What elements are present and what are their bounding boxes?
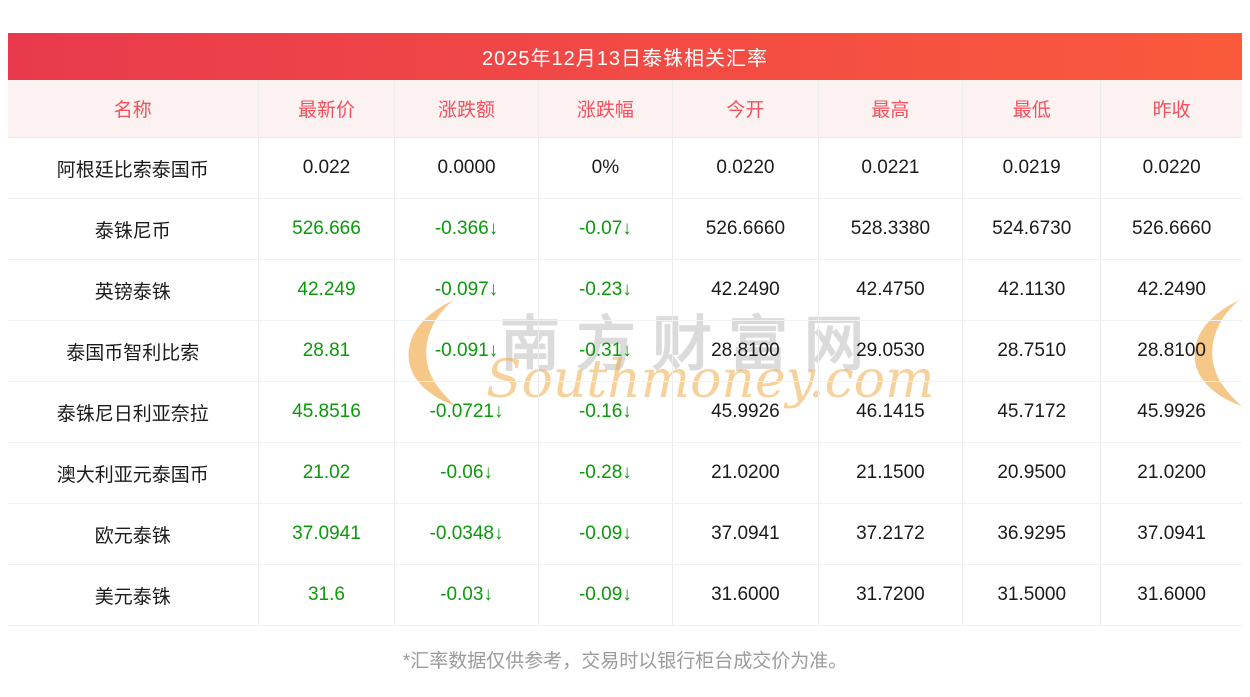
cell-open: 0.0220	[673, 138, 819, 198]
cell-change-pct: -0.23↓	[539, 260, 674, 320]
cell-high: 528.3380	[819, 199, 964, 259]
cell-name: 阿根廷比索泰国币	[8, 138, 259, 198]
cell-latest: 0.022	[259, 138, 396, 198]
cell-low: 28.7510	[963, 321, 1102, 381]
rates-table: 名称 最新价 涨跌额 涨跌幅 今开 最高 最低 昨收 阿根廷比索泰国币 0.022…	[8, 80, 1242, 626]
table-row: 英镑泰铢 42.249 -0.097↓ -0.23↓ 42.2490 42.4750 42.…	[8, 260, 1242, 321]
table-row: 泰铢尼币 526.666 -0.366↓ -0.07↓ 526.6660 528.3380…	[8, 199, 1242, 260]
cell-low: 31.5000	[963, 565, 1102, 625]
cell-low: 524.6730	[963, 199, 1102, 259]
cell-change-pct: 0%	[539, 138, 674, 198]
column-header-change: 涨跌额	[395, 80, 539, 137]
disclaimer-note: *汇率数据仅供参考，交易时以银行柜台成交价为准。	[402, 651, 848, 672]
page-title: 2025年12月13日泰铢相关汇率	[482, 48, 768, 70]
cell-change: -0.091↓	[395, 321, 539, 381]
cell-prev-close: 42.2490	[1137, 279, 1206, 300]
cell-name: 泰铢尼日利亚奈拉	[8, 382, 259, 442]
cell-low: 36.9295	[963, 504, 1102, 564]
cell-name: 欧元泰铢	[8, 504, 259, 564]
cell-latest: 28.81	[259, 321, 396, 381]
cell-change-pct: -0.28↓	[539, 443, 674, 503]
cell-name: 美元泰铢	[8, 565, 259, 625]
cell-prev-close: 45.9926	[1137, 401, 1206, 422]
cell-change-pct: -0.09↓	[539, 504, 674, 564]
cell-name: 英镑泰铢	[8, 260, 259, 320]
cell-change: -0.366↓	[395, 199, 539, 259]
column-header-change-pct: 涨跌幅	[539, 80, 674, 137]
cell-high: 46.1415	[819, 382, 964, 442]
cell-low: 42.1130	[963, 260, 1102, 320]
cell-name: 澳大利亚元泰国币	[8, 443, 259, 503]
cell-prev-close: 21.0200	[1137, 462, 1206, 483]
cell-name: 泰国币智利比索	[8, 321, 259, 381]
table-row: 阿根廷比索泰国币 0.022 0.0000 0% 0.0220 0.0221 0.0219 0…	[8, 138, 1242, 199]
cell-open: 42.2490	[673, 260, 819, 320]
cell-change: -0.097↓	[395, 260, 539, 320]
cell-latest: 42.249	[259, 260, 396, 320]
table-header-row: 名称 最新价 涨跌额 涨跌幅 今开 最高 最低 昨收	[8, 80, 1242, 138]
cell-low: 45.7172	[963, 382, 1102, 442]
cell-open: 526.6660	[673, 199, 819, 259]
cell-open: 31.6000	[673, 565, 819, 625]
cell-prev-close: 31.6000	[1137, 584, 1206, 605]
table-row: 泰铢尼日利亚奈拉 45.8516 -0.0721↓ -0.16↓ 45.9926 46.1…	[8, 382, 1242, 443]
cell-latest: 526.666	[259, 199, 396, 259]
cell-prev-close: 0.0220	[1142, 157, 1201, 178]
cell-open: 21.0200	[673, 443, 819, 503]
cell-prev-close: 37.0941	[1137, 523, 1206, 544]
table-body: 阿根廷比索泰国币 0.022 0.0000 0% 0.0220 0.0221 0.0219 0…	[8, 138, 1242, 626]
cell-change-pct: -0.16↓	[539, 382, 674, 442]
cell-high: 31.7200	[819, 565, 964, 625]
cell-change: -0.06↓	[395, 443, 539, 503]
cell-change-pct: -0.31↓	[539, 321, 674, 381]
table-row: 澳大利亚元泰国币 21.02 -0.06↓ -0.28↓ 21.0200 21.1500 2…	[8, 443, 1242, 504]
cell-latest: 31.6	[259, 565, 396, 625]
cell-open: 37.0941	[673, 504, 819, 564]
cell-prev-close: 28.8100	[1137, 340, 1206, 361]
cell-change-pct: -0.07↓	[539, 199, 674, 259]
cell-change-pct: -0.09↓	[539, 565, 674, 625]
cell-low: 20.9500	[963, 443, 1102, 503]
cell-high: 21.1500	[819, 443, 964, 503]
cell-open: 45.9926	[673, 382, 819, 442]
cell-high: 42.4750	[819, 260, 964, 320]
cell-latest: 21.02	[259, 443, 396, 503]
cell-high: 29.0530	[819, 321, 964, 381]
cell-name: 泰铢尼币	[8, 199, 259, 259]
cell-change: -0.0348↓	[395, 504, 539, 564]
cell-latest: 37.0941	[259, 504, 396, 564]
column-header-high: 最高	[819, 80, 964, 137]
column-header-open: 今开	[673, 80, 819, 137]
cell-latest: 45.8516	[259, 382, 396, 442]
table-title-banner: 2025年12月13日泰铢相关汇率	[8, 33, 1242, 80]
column-header-prev-close: 昨收	[1152, 100, 1191, 121]
column-header-latest: 最新价	[259, 80, 396, 137]
column-header-name: 名称	[8, 80, 259, 137]
cell-prev-close: 526.6660	[1132, 218, 1212, 239]
table-row: 欧元泰铢 37.0941 -0.0348↓ -0.09↓ 37.0941 37.2172 3…	[8, 504, 1242, 565]
column-header-low: 最低	[963, 80, 1102, 137]
cell-change: -0.0721↓	[395, 382, 539, 442]
table-row: 泰国币智利比索 28.81 -0.091↓ -0.31↓ 28.8100 29.0530 2…	[8, 321, 1242, 382]
cell-high: 0.0221	[819, 138, 964, 198]
cell-open: 28.8100	[673, 321, 819, 381]
cell-low: 0.0219	[963, 138, 1102, 198]
cell-high: 37.2172	[819, 504, 964, 564]
table-row: 美元泰铢 31.6 -0.03↓ -0.09↓ 31.6000 31.7200 31.500…	[8, 565, 1242, 626]
cell-change: -0.03↓	[395, 565, 539, 625]
cell-change: 0.0000	[395, 138, 539, 198]
